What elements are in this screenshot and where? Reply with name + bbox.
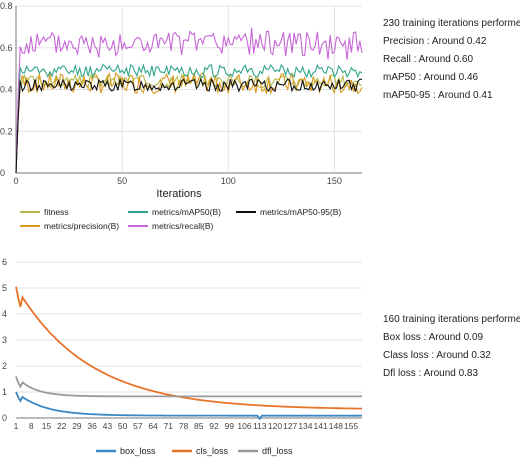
top-legend: fitness metrics/precision(B) metrics/mAP50…: [20, 207, 341, 231]
legend-label: cls_loss: [196, 446, 229, 456]
y-tick-label: 3: [2, 335, 7, 345]
legend-label: metrics/mAP50(B): [152, 207, 221, 217]
x-tick-label: 8: [29, 421, 34, 431]
top-chart: 0 0.2 0.4 0.6 0.8 0 50 100 150 Iterations: [0, 1, 363, 200]
x-tick-label: 113: [253, 421, 267, 431]
x-tick-label: 148: [329, 421, 343, 431]
bottom-summary-line: 160 training iterations performed: [383, 314, 520, 325]
series-line: [15, 376, 362, 398]
y-tick-label: 0: [0, 168, 5, 178]
y-tick-label: 0.4: [0, 85, 13, 95]
x-axis-label: Iterations: [156, 188, 202, 200]
y-tick-label: 2: [2, 361, 7, 371]
x-tick-label: 22: [57, 421, 67, 431]
y-tick-label: 0.2: [0, 126, 13, 136]
x-tick-label: 50: [117, 176, 127, 186]
x-tick-label: 64: [148, 421, 158, 431]
y-tick-label: 0.6: [0, 43, 13, 53]
x-tick-label: 50: [118, 421, 128, 431]
x-tick-label: 150: [327, 176, 342, 186]
x-tick-label: 78: [179, 421, 189, 431]
bottom-summary-line: Class loss : Around 0.32: [383, 350, 491, 361]
series-line: [15, 77, 362, 174]
y-tick-label: 0.8: [0, 1, 13, 11]
series-line: [15, 63, 363, 174]
x-tick-label: 57: [133, 421, 143, 431]
x-tick-label: 71: [164, 421, 174, 431]
x-tick-label: 1: [14, 421, 19, 431]
legend-label: metrics/recall(B): [152, 221, 214, 231]
bottom-summary-line: Dfl loss : Around 0.83: [383, 368, 479, 379]
top-summary-line: mAP50-95 : Around 0.41: [383, 90, 493, 101]
top-summary-line: Recall : Around 0.60: [383, 54, 474, 65]
bottom-summary: 160 training iterations performed Box lo…: [383, 311, 520, 383]
x-tick-label: 106: [237, 421, 251, 431]
series-line: [15, 71, 363, 174]
legend-label: box_loss: [120, 446, 156, 456]
y-tick-label: 0: [2, 413, 7, 423]
y-tick-label: 5: [2, 283, 7, 293]
x-tick-label: 85: [194, 421, 204, 431]
x-tick-label: 29: [72, 421, 82, 431]
x-tick-label: 100: [221, 176, 236, 186]
x-tick-label: 0: [13, 176, 18, 186]
bottom-legend: box_loss cls_loss dfl_loss: [96, 446, 293, 456]
y-tick-label: 4: [2, 309, 7, 319]
x-tick-label: 99: [225, 421, 235, 431]
y-tick-label: 6: [2, 257, 7, 267]
x-tick-label: 43: [103, 421, 113, 431]
series-line: [15, 391, 362, 421]
series-line: [15, 286, 362, 410]
top-summary-line: mAP50 : Around 0.46: [383, 72, 479, 83]
x-tick-label: 36: [87, 421, 97, 431]
x-tick-label: 15: [42, 421, 52, 431]
legend-label: metrics/precision(B): [44, 221, 119, 231]
x-tick-label: 155: [344, 421, 358, 431]
top-summary-line: 230 training iterations performed: [383, 18, 520, 29]
top-summary: 230 training iterations performed Precis…: [383, 15, 520, 105]
x-tick-label: 92: [209, 421, 219, 431]
legend-label: dfl_loss: [262, 446, 293, 456]
bottom-summary-line: Box loss : Around 0.09: [383, 332, 484, 343]
x-tick-label: 127: [283, 421, 297, 431]
top-summary-line: Precision : Around 0.42: [383, 36, 487, 47]
legend-label: fitness: [44, 207, 69, 217]
series-line: [15, 27, 363, 174]
legend-label: metrics/mAP50-95(B): [260, 207, 341, 217]
y-tick-label: 1: [2, 387, 7, 397]
x-tick-label: 134: [298, 421, 312, 431]
x-tick-label: 120: [268, 421, 282, 431]
x-tick-label: 141: [314, 421, 328, 431]
